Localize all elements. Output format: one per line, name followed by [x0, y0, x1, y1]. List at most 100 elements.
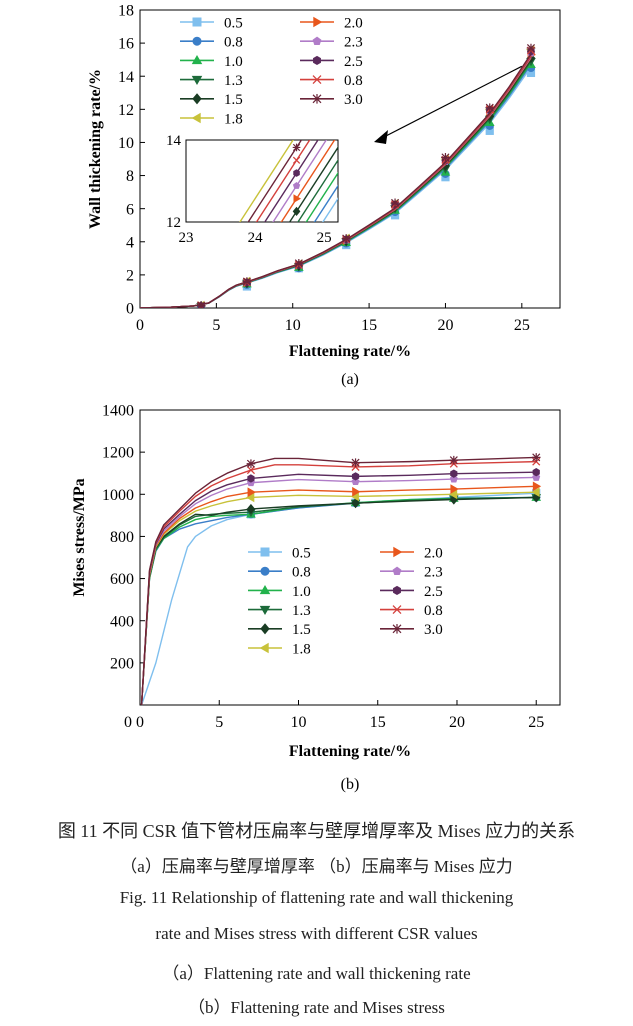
- x-tick-label: 10: [285, 317, 301, 334]
- y-tick-label: 10: [118, 135, 134, 152]
- data-point-11: [196, 301, 206, 308]
- legend-b-marker: [393, 585, 401, 595]
- legend-a-marker: [191, 75, 203, 85]
- legend-a-label: 2.0: [344, 15, 363, 31]
- x-tick-label: 10: [290, 714, 306, 731]
- series-curves: [140, 43, 536, 308]
- legend-b-label: 1.0: [292, 584, 311, 600]
- x-tick-label: 20: [437, 317, 453, 334]
- data-point-11: [246, 459, 256, 469]
- data-point-11: [526, 43, 536, 53]
- x-axis-label: Flattening rate/%: [289, 343, 411, 360]
- legend-a-label: 0.8: [224, 35, 243, 51]
- data-point-11: [485, 103, 495, 112]
- legend-a-marker: [312, 94, 322, 104]
- y-tick-label: 400: [110, 613, 134, 630]
- data-point-8: [351, 477, 360, 486]
- legend-b-label: 2.5: [424, 584, 443, 600]
- data-point-11: [390, 198, 400, 208]
- inset-point-5: [292, 206, 301, 217]
- legend-b-marker: [259, 605, 271, 615]
- caption-cn-main: 图 11 不同 CSR 值下管材压扁率与壁厚增厚率及 Mises 应力的关系: [57, 821, 576, 841]
- zoom-arrow-head: [374, 130, 388, 144]
- inset-series-line-7: [280, 140, 336, 222]
- series-line-9: [140, 471, 537, 706]
- caption-en-sub-a: （a）Flattening rate and wall thickening r…: [162, 964, 471, 983]
- data-point-9: [532, 467, 540, 477]
- y-tick-label: 2: [126, 267, 134, 284]
- legend-b-marker: [392, 624, 402, 634]
- y-tick-label: 14: [118, 69, 134, 86]
- series-line-1: [140, 492, 537, 706]
- legend-a-label: 1.0: [224, 54, 243, 70]
- plot-frame: [139, 409, 561, 706]
- x-tick-label: 5: [215, 714, 223, 731]
- origin-label: 0: [124, 714, 132, 731]
- inset-series-line-10: [255, 140, 311, 222]
- inset-point-10: [292, 156, 301, 164]
- data-point-11: [441, 153, 450, 162]
- legend-a-label: 2.5: [344, 54, 363, 70]
- caption-en-main-2: rate and Mises stress with different CSR…: [155, 924, 478, 943]
- series-curves: [140, 453, 542, 706]
- inset-point-7: [293, 194, 302, 204]
- inset-series-line-11: [247, 140, 303, 222]
- x-tick-label: 25: [514, 317, 530, 334]
- inset-x-tick-label: 25: [317, 230, 332, 246]
- legend-a-marker: [192, 93, 202, 105]
- data-point-8: [449, 474, 458, 483]
- inset-x-tick-label: 24: [248, 230, 264, 246]
- inset-point-11: [292, 143, 301, 152]
- series-line-11: [140, 456, 537, 706]
- legend-b-marker: [392, 605, 402, 615]
- data-point-7: [532, 481, 542, 492]
- x-axis-label: Flattening rate/%: [289, 743, 411, 760]
- legend-b-marker: [260, 547, 270, 557]
- y-tick-label: 8: [126, 168, 134, 185]
- data-point-7: [450, 484, 459, 494]
- y-tick-label: 800: [110, 529, 134, 546]
- data-point-11: [242, 277, 252, 286]
- legend-b-label: 0.5: [292, 545, 311, 561]
- y-tick-label: 16: [118, 36, 134, 53]
- caption-cn-sub: （a）压扁率与壁厚增厚率 （b）压扁率与 Mises 应力: [120, 857, 513, 876]
- chart-b-mises-stress: 0 5 10 15 20 25 200 400 600 800 1000 1200 1400 0 Flatt…: [71, 403, 561, 793]
- y-axis-label: Mises stress/MPa: [71, 478, 88, 596]
- series-line-3: [140, 496, 537, 706]
- data-point-11: [351, 458, 360, 467]
- inset-y-tick-label: 12: [166, 215, 181, 231]
- inset-zoom: 23 24 25 12 14: [166, 133, 339, 246]
- y-tick-label: 0: [126, 301, 134, 318]
- data-point-9: [351, 472, 360, 481]
- data-point-11: [294, 258, 304, 268]
- y-tick-label: 4: [126, 234, 134, 251]
- data-point-9: [247, 474, 255, 483]
- y-tick-label: 1200: [102, 445, 134, 462]
- y-tick-label: 200: [110, 655, 134, 672]
- legend-a-label: 3.0: [344, 92, 363, 108]
- data-point-6: [245, 492, 255, 503]
- inset-series-line-4: [297, 158, 338, 222]
- series-line-8: [140, 476, 537, 706]
- data-point-6: [448, 489, 458, 500]
- x-tick-label: 20: [449, 714, 465, 731]
- legend-a-marker: [313, 16, 323, 28]
- data-point-7: [247, 487, 256, 498]
- legend-b-marker: [260, 566, 270, 576]
- y-tick-label: 600: [110, 571, 134, 588]
- plot-frame: [139, 9, 561, 309]
- x-tick-label: 5: [212, 317, 220, 334]
- series-line-2: [140, 496, 537, 706]
- legend-a-marker: [192, 36, 202, 46]
- inset-frame: [185, 139, 339, 223]
- panel-label: (a): [341, 371, 359, 388]
- data-point-5: [246, 503, 256, 515]
- x-tick-label: 0: [136, 714, 144, 731]
- legend-a-label: 0.5: [224, 15, 243, 31]
- data-point-10: [246, 465, 256, 475]
- y-axis-label: Wall thickening rate/%: [87, 69, 104, 229]
- legend-a-marker: [313, 55, 321, 65]
- legend-a-marker: [312, 75, 322, 85]
- inset-x-tick-label: 23: [179, 230, 194, 246]
- legend-a-marker: [312, 36, 322, 45]
